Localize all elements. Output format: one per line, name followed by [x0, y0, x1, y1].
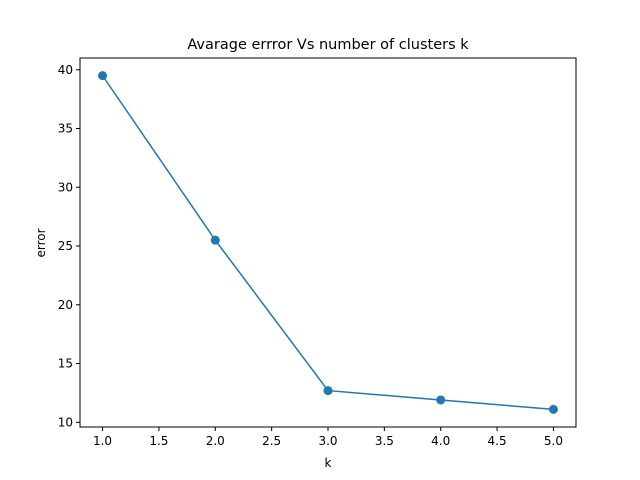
y-tick-label: 10: [58, 415, 73, 429]
y-tick-label: 25: [58, 239, 73, 253]
data-point: [436, 395, 446, 405]
x-tick-label: 2.5: [262, 434, 281, 448]
x-axis-ticks: 1.0 1.5 2.0 2.5 3.0 3.5 4.0 4.5 5.0: [93, 427, 563, 448]
y-tick-label: 30: [58, 180, 73, 194]
x-tick-label: 1.5: [149, 434, 168, 448]
series-layer: [98, 71, 558, 414]
plot-frame: [79, 57, 577, 428]
x-tick-label: 3.0: [318, 434, 337, 448]
y-tick-label: 20: [58, 298, 73, 312]
x-tick-label: 5.0: [544, 434, 563, 448]
x-tick-label: 4.5: [488, 434, 507, 448]
y-tick-label: 40: [58, 63, 73, 77]
chart-title: Avarage errror Vs number of clusters k: [187, 37, 469, 53]
x-axis-label: k: [325, 456, 332, 470]
data-point: [210, 235, 220, 245]
data-point: [548, 404, 558, 414]
x-tick-label: 3.5: [375, 434, 394, 448]
x-tick-label: 2.0: [206, 434, 225, 448]
y-tick-label: 15: [58, 357, 73, 371]
x-tick-label: 1.0: [93, 434, 112, 448]
y-axis-label: error: [34, 228, 48, 257]
x-tick-label: 4.0: [431, 434, 450, 448]
data-point: [98, 71, 108, 81]
plot-area: [80, 58, 576, 427]
data-point: [323, 386, 333, 396]
y-tick-label: 35: [58, 122, 73, 136]
y-axis-ticks: 10 15 20 25 30 35 40: [58, 63, 80, 429]
